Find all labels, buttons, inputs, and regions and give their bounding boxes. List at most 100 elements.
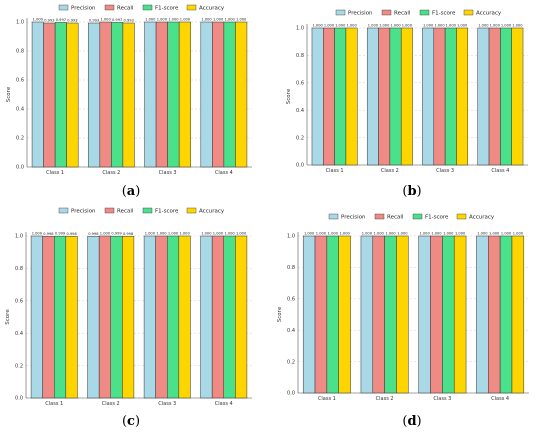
bar-value-label: 1.000 [32, 232, 43, 236]
bar-value-label: 1.000 [434, 24, 445, 28]
bar-accuracy [122, 236, 135, 399]
bar-accuracy [396, 235, 409, 394]
bar-value-label: 1.000 [490, 24, 501, 28]
x-tick-label: Class 2 [102, 170, 120, 176]
bar-precision [144, 21, 157, 168]
legend-label: Recall [117, 6, 134, 12]
legend-label: Accuracy [199, 6, 225, 12]
bar-recall [155, 235, 168, 399]
legend-label: Precision [71, 6, 96, 12]
bar-value-label: 1.000 [145, 232, 156, 236]
bar-precision [302, 235, 316, 394]
legend-swatch [419, 9, 430, 16]
bar-value-label: 1.000 [100, 18, 111, 22]
legend-swatch [104, 4, 115, 11]
bar-accuracy [456, 27, 469, 166]
bar-precision [311, 27, 324, 166]
y-tick-label: 0.4 [15, 331, 23, 337]
bar-value-label: 1.000 [224, 18, 235, 22]
bar-f1-score [167, 235, 180, 399]
bar-value-label: 0.999 [55, 232, 66, 236]
bar-recall [212, 21, 225, 168]
bar-value-label: 0.998 [88, 232, 99, 236]
bar-f1-score [499, 235, 513, 394]
bar-f1-score [442, 235, 455, 394]
bar-value-label: 1.000 [201, 18, 212, 22]
bar-value-label: 1.000 [168, 18, 179, 22]
x-tick-label: Class 1 [326, 168, 344, 174]
bar-value-label: 0.997 [112, 18, 122, 22]
y-tick-label: 0.8 [296, 53, 304, 59]
bar-precision [87, 236, 100, 399]
bar-precision [200, 235, 213, 399]
bar-value-label: 1.000 [304, 232, 315, 236]
bar-recall [98, 235, 112, 399]
bar-accuracy [66, 22, 79, 168]
bar-value-label: 1.000 [157, 18, 168, 22]
bar-f1-score [389, 27, 402, 166]
bar-value-label: 1.000 [156, 232, 167, 236]
legend-label: Precision [71, 209, 96, 215]
bar-value-label: 0.997 [56, 18, 66, 22]
bar-value-label: 0.998 [123, 232, 134, 236]
bar-precision [30, 235, 43, 399]
y-tick-label: 0.2 [15, 363, 23, 369]
x-tick-label: Class 4 [215, 401, 233, 407]
bar-value-label: 1.000 [455, 232, 466, 236]
bar-f1-score [223, 235, 236, 399]
bar-value-label: 1.000 [328, 232, 339, 236]
legend-label: Accuracy [476, 11, 502, 17]
legend-label: Recall [117, 209, 134, 215]
bar-recall [323, 27, 335, 166]
y-tick-label: 1.0 [16, 20, 24, 26]
bar-value-label: 1.000 [180, 18, 191, 22]
legend-label: Precision [341, 215, 366, 221]
bar-recall [155, 21, 168, 168]
x-tick-label: Class 1 [45, 401, 63, 407]
legend: Precision Recall F1-score Accuracy [328, 213, 495, 221]
bar-accuracy [338, 235, 351, 394]
y-tick-label: 1.0 [287, 234, 295, 240]
x-tick-label: Class 4 [491, 396, 509, 402]
x-tick-label: Class 1 [46, 170, 64, 176]
legend-swatch [463, 9, 474, 16]
bar-accuracy [400, 27, 413, 166]
bar-f1-score [111, 22, 124, 168]
panel-caption: (d) [402, 414, 421, 429]
y-tick-label: 0.0 [296, 163, 304, 169]
bar-f1-score [110, 235, 123, 399]
bar-value-label: 1.000 [168, 232, 179, 236]
bar-value-label: 1.000 [512, 24, 523, 28]
legend-label: F1-score [425, 215, 449, 221]
y-tick-label: 0.8 [287, 265, 295, 271]
bar-precision [476, 235, 489, 394]
legend-swatch [335, 9, 346, 16]
bar-value-label: 1.000 [374, 232, 385, 236]
legend-label: Recall [387, 215, 404, 221]
bar-value-label: 1.000 [477, 232, 488, 236]
bar-value-label: 0.993 [67, 19, 77, 23]
bar-f1-score [223, 21, 236, 168]
bar-accuracy [65, 236, 78, 399]
bar-value-label: 1.000 [316, 232, 327, 236]
bar-f1-score [500, 27, 512, 166]
x-tick-label: Class 3 [159, 170, 177, 176]
x-tick-label: Class 4 [491, 168, 509, 174]
y-axis-label: Score [286, 88, 292, 104]
y-tick-label: 0.6 [287, 297, 295, 303]
bar-recall [43, 22, 56, 168]
legend-swatch [328, 213, 339, 220]
bar-recall [372, 235, 385, 394]
bar-value-label: 1.000 [402, 24, 413, 28]
bar-value-label: 0.993 [89, 19, 99, 23]
bar-recall [378, 27, 391, 166]
bar-value-label: 1.000 [179, 232, 190, 236]
bar-f1-score [54, 235, 67, 399]
bar-value-label: 1.000 [385, 232, 396, 236]
bar-precision [143, 235, 156, 399]
bar-value-label: 0.998 [66, 232, 77, 236]
bar-value-label: 0.993 [44, 19, 54, 23]
x-tick-label: Class 2 [376, 396, 394, 402]
bar-value-label: 0.998 [43, 232, 54, 236]
